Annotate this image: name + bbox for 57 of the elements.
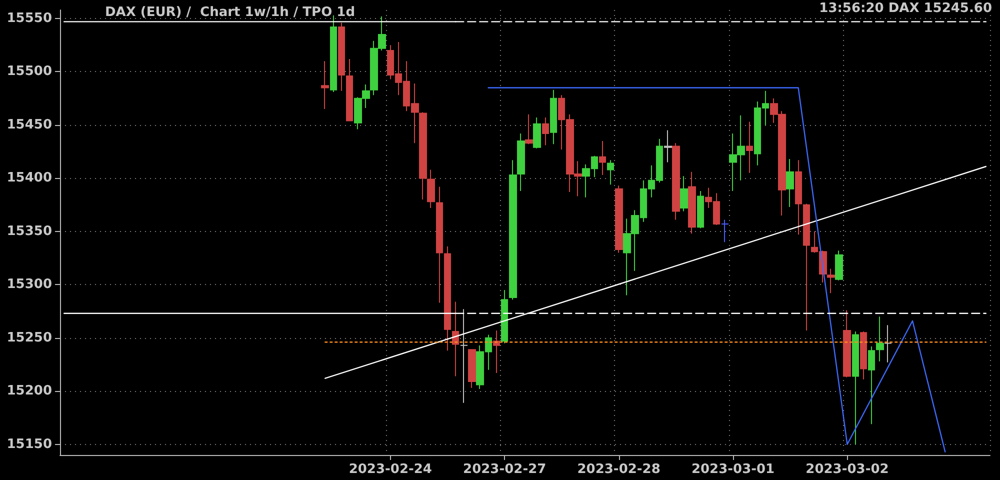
candlestick [786,158,794,208]
chart-title: DAX (EUR) / Chart 1w/1h / TPO 1d [105,5,356,20]
candlestick [843,310,851,378]
candlestick [436,186,443,304]
candlestick [876,316,884,362]
candlestick [607,160,614,186]
y-tick-label: 15400 [6,170,52,186]
x-tick-label: 2023-02-28 [577,462,660,477]
candlestick [542,117,549,146]
candlestick [697,190,704,229]
candlestick [795,160,802,236]
candlestick [868,346,875,425]
candlestick [860,331,867,380]
candlestick [444,246,451,352]
candlestick [346,58,353,122]
candlestick [599,140,606,176]
y-tick-label: 15350 [6,224,52,239]
candlestick [664,130,672,163]
candlestick [427,169,435,209]
x-tick-label: 2023-03-02 [806,462,889,477]
y-tick-label: 15250 [6,330,52,346]
candlestick [803,203,810,331]
y-tick-label: 15200 [6,384,52,399]
x-tick-label: 2023-02-27 [463,462,546,477]
candlestick [721,219,729,243]
y-tick-label: 15450 [6,117,52,132]
candlestick [835,250,843,281]
candlestick [452,301,459,377]
y-tick-label: 15150 [6,436,52,452]
line-series [488,87,946,452]
candlestick [615,185,623,254]
candlestick [550,89,557,145]
x-tick-label: 2023-03-01 [691,462,775,477]
candlestick [525,114,533,145]
candlestick [321,60,329,110]
candlestick [884,324,892,363]
annotation: 13:56:20 DAX 15245.60 [819,1,992,16]
y-tick-label: 15550 [6,11,52,26]
candlestick [501,289,508,344]
candlestick [852,331,859,445]
candlestick [533,117,541,149]
candlestick [419,112,427,200]
y-tick-label: 15500 [6,64,52,80]
candlestick [460,308,468,404]
candlestick [338,22,345,92]
candlestick [493,330,500,374]
candlestick [680,176,688,212]
candlestick [330,14,337,92]
x-tick-label: 2023-02-24 [348,462,432,477]
y-tick-label: 15300 [6,277,52,292]
candlestick [468,349,476,388]
candlestick [672,142,680,220]
candlestick [509,160,517,300]
candlestick [517,132,525,192]
candlestick [827,268,835,294]
candlestick [688,171,696,234]
candlestick [746,121,753,174]
